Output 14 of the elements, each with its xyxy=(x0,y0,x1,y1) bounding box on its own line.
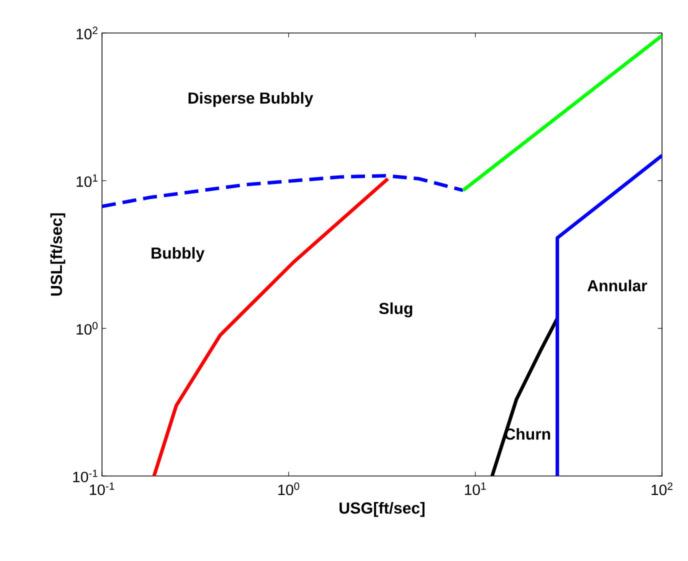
x-tick-label: 10$^{-1}$ xyxy=(90,482,114,496)
y-tick-label: 10$^{2}$ xyxy=(76,26,98,40)
y-tick-label: 10$^{0}$ xyxy=(76,322,98,335)
annotation: Annular xyxy=(587,280,648,292)
y-tick-label: 10$^{1}$ xyxy=(76,174,98,187)
x-tick-label: 10$^{0}$ xyxy=(278,482,300,496)
x-tick-label: 10$^{1}$ xyxy=(465,482,486,496)
x-axis-title: USG[ft/sec] xyxy=(340,502,424,517)
annotation: Bubbly xyxy=(152,247,205,262)
y-tick-label: 10$^{-1}$ xyxy=(73,470,98,482)
annotation: Disperse Bubbly xyxy=(188,92,314,107)
y-axis-title: USL[ft/sec] xyxy=(50,213,66,296)
x-tick-label: 10$^{2}$ xyxy=(652,482,672,496)
annotation: Slug xyxy=(379,302,412,318)
